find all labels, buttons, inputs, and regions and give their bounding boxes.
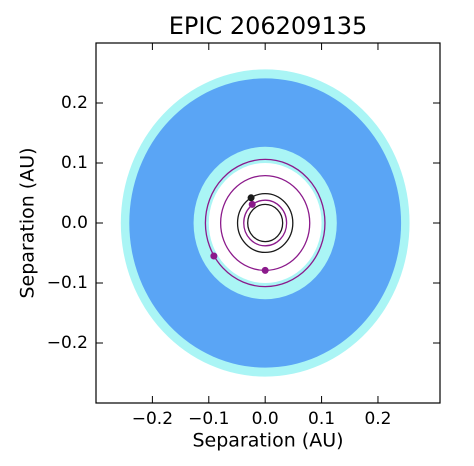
- x-tick-label: −0.1: [188, 409, 229, 429]
- orbit: [243, 199, 288, 247]
- orbit: [236, 192, 294, 254]
- planet: [210, 252, 218, 260]
- x-axis-label: Separation (AU): [192, 430, 343, 452]
- y-tick-label: 0.2: [61, 93, 88, 113]
- orbit: [204, 158, 326, 288]
- planet: [248, 200, 256, 208]
- y-tick-label: 0.1: [61, 153, 88, 173]
- y-tick-label: −0.1: [47, 273, 88, 293]
- y-axis-label: Separation (AU): [17, 147, 39, 298]
- planet: [247, 194, 255, 202]
- chart-title: EPIC 206209135: [169, 12, 368, 40]
- x-tick-label: 0.0: [252, 409, 279, 429]
- orbit: [247, 203, 284, 243]
- plot-area: [120, 69, 410, 377]
- y-tick-label: 0.0: [61, 213, 88, 233]
- y-tick-label: −0.2: [47, 333, 88, 353]
- x-tick-label: −0.2: [132, 409, 173, 429]
- x-tick-label: 0.2: [364, 409, 391, 429]
- planet: [261, 266, 269, 274]
- x-tick-label: 0.1: [308, 409, 335, 429]
- zone: [208, 163, 322, 283]
